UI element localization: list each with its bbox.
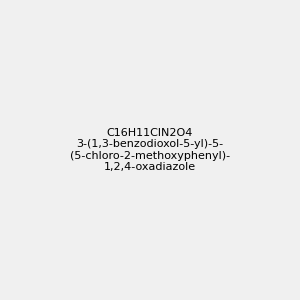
Text: C16H11ClN2O4
3-(1,3-benzodioxol-5-yl)-5-
(5-chloro-2-methoxyphenyl)-
1,2,4-oxadi: C16H11ClN2O4 3-(1,3-benzodioxol-5-yl)-5-… xyxy=(70,128,230,172)
